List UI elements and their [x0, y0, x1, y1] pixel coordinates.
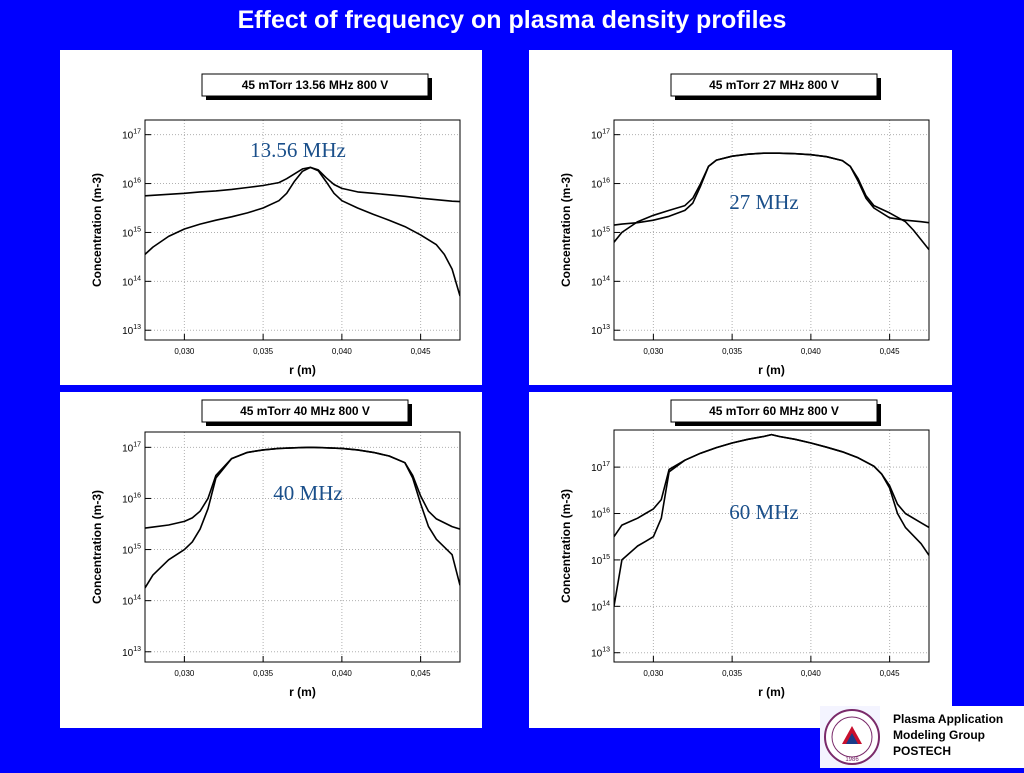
chart-title-box [201, 73, 429, 97]
y-tick-label: 1016 [122, 492, 141, 505]
x-axis-label: r (m) [758, 685, 785, 699]
y-tick-label: 1015 [122, 544, 141, 557]
y-tick-label: 1013 [591, 324, 610, 337]
chart-title: 45 mTorr 40 MHz 800 V [240, 404, 370, 418]
y-tick-label: 1014 [122, 595, 141, 608]
footer-text: Plasma Application Modeling Group POSTEC… [893, 711, 1003, 759]
y-tick-label: 1017 [591, 129, 610, 142]
chart-60mhz: 45 mTorr 60 MHz 800 V 1013 1014 1015 1016 101… [559, 399, 930, 699]
footer-line-1: Plasma Application [893, 712, 1004, 726]
y-tick-label: 1014 [122, 275, 141, 288]
chart-panel-60: 45 mTorr 60 MHz 800 V 1013 1014 1015 1016 101… [529, 392, 952, 728]
y-tick-label: 1014 [591, 600, 610, 613]
y-tick-label: 1015 [591, 226, 610, 239]
x-tick-label: 0,030 [174, 669, 195, 678]
chart-title-box [670, 399, 878, 423]
series-line-2 [614, 152, 929, 226]
x-tick-label: 0,030 [643, 669, 664, 678]
chart-title: 45 mTorr 60 MHz 800 V [709, 404, 839, 418]
footer-line-2: Modeling Group [893, 728, 985, 742]
y-tick-label: 1014 [591, 275, 610, 288]
frequency-annotation: 60 MHz [729, 500, 798, 524]
slide-title: Effect of frequency on plasma density pr… [237, 6, 787, 34]
series-line-2 [145, 446, 460, 530]
y-axis-label: Concentration (m-3) [90, 173, 104, 287]
series-line-2 [145, 166, 460, 203]
y-tick-label: 1016 [591, 178, 610, 191]
frequency-annotation: 40 MHz [273, 481, 342, 505]
chart-27mhz: 45 mTorr 27 MHz 800 V 1013 1014 1015 1016 101… [559, 73, 930, 377]
y-tick-label: 1016 [591, 508, 610, 521]
chart-panel-27: 45 mTorr 27 MHz 800 V 1013 1014 1015 1016 101… [529, 50, 952, 385]
x-tick-label: 0,045 [411, 347, 432, 356]
x-tick-label: 0,040 [801, 347, 822, 356]
seal-icon: 1986 [824, 709, 880, 765]
y-tick-label: 1013 [591, 647, 610, 660]
x-tick-label: 0,045 [880, 347, 901, 356]
plot-frame [144, 119, 461, 341]
y-tick-label: 1017 [591, 461, 610, 474]
x-tick-label: 0,035 [722, 669, 743, 678]
x-tick-label: 0,040 [801, 669, 822, 678]
x-tick-label: 0,045 [411, 669, 432, 678]
series-line-1 [145, 166, 460, 297]
chart-title: 45 mTorr 27 MHz 800 V [709, 78, 839, 92]
y-axis-label: Concentration (m-3) [559, 173, 573, 287]
series-line-2 [614, 433, 929, 538]
footer-box [880, 706, 1024, 768]
plot-frame [144, 431, 461, 663]
chart-panel-1356: 45 mTorr 13.56 MHz 800 V 1013 1014 1015 1016… [60, 50, 482, 385]
x-tick-label: 0,035 [253, 669, 274, 678]
x-tick-label: 0,030 [643, 347, 664, 356]
chart-title-box [670, 73, 878, 97]
y-tick-label: 1013 [122, 324, 141, 337]
x-tick-label: 0,035 [722, 347, 743, 356]
x-tick-label: 0,030 [174, 347, 195, 356]
y-axis-label: Concentration (m-3) [90, 490, 104, 604]
chart-panel-40: 45 mTorr 40 MHz 800 V 1013 1014 1015 1016 101… [60, 392, 482, 728]
y-tick-label: 1015 [122, 226, 141, 239]
logo-year: 1986 [845, 757, 859, 763]
chart-40mhz: 45 mTorr 40 MHz 800 V 1013 1014 1015 1016 101… [90, 399, 461, 699]
frequency-annotation: 27 MHz [729, 190, 798, 214]
y-tick-label: 1013 [122, 646, 141, 659]
y-axis-label: Concentration (m-3) [559, 489, 573, 603]
chart-title-box [201, 399, 409, 423]
x-axis-label: r (m) [289, 685, 316, 699]
y-tick-label: 1015 [591, 554, 610, 567]
frequency-annotation: 13.56 MHz [250, 138, 346, 162]
x-axis-label: r (m) [758, 363, 785, 377]
y-tick-label: 1016 [122, 178, 141, 191]
y-tick-label: 1017 [122, 441, 141, 454]
plot-frame [613, 429, 930, 663]
plot-frame [613, 119, 930, 341]
university-logo: 1986 [820, 706, 880, 768]
y-tick-label: 1017 [122, 129, 141, 142]
x-tick-label: 0,045 [880, 669, 901, 678]
x-axis-label: r (m) [289, 363, 316, 377]
x-tick-label: 0,035 [253, 347, 274, 356]
x-tick-label: 0,040 [332, 669, 353, 678]
footer-line-3: POSTECH [893, 744, 952, 758]
chart-title: 45 mTorr 13.56 MHz 800 V [242, 78, 389, 92]
chart-1356mhz: 45 mTorr 13.56 MHz 800 V 1013 1014 1015 1016… [90, 73, 461, 377]
x-tick-label: 0,040 [332, 347, 353, 356]
